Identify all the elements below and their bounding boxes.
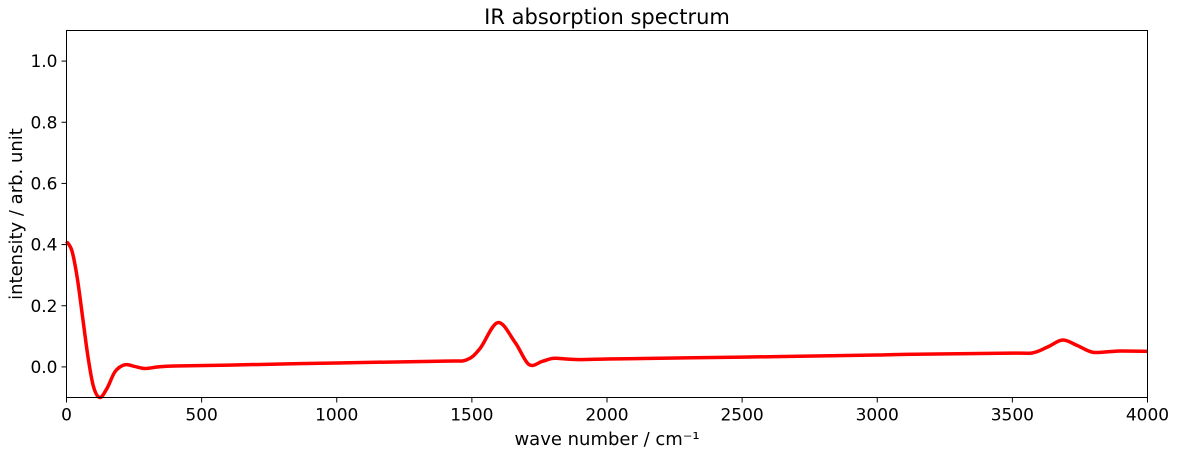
y-tick-label: 0.2	[30, 297, 57, 317]
plot-frame	[66, 30, 1148, 398]
x-tick-label: 4000	[1126, 406, 1169, 426]
x-tick-label: 0	[61, 406, 72, 426]
y-tick-label: 0.4	[30, 236, 57, 256]
x-tick-label: 500	[185, 406, 217, 426]
x-tick-label: 3000	[856, 406, 899, 426]
spectrum-line	[64, 240, 1148, 400]
x-tick-label: 2500	[720, 406, 763, 426]
y-tick-label: 0.6	[30, 174, 57, 194]
chart-title: IR absorption spectrum	[484, 5, 730, 29]
y-tick-label: 0.0	[30, 358, 57, 378]
x-axis-label: wave number / cm⁻¹	[514, 429, 699, 450]
x-tick-label: 2000	[585, 406, 628, 426]
x-tick-label: 3500	[991, 406, 1034, 426]
y-tick-label: 0.8	[30, 113, 57, 133]
y-axis-label: intensity / arb. unit	[6, 128, 27, 300]
x-tick-label: 1000	[315, 406, 358, 426]
x-tick-label: 1500	[450, 406, 493, 426]
y-tick-label: 1.0	[30, 52, 57, 72]
